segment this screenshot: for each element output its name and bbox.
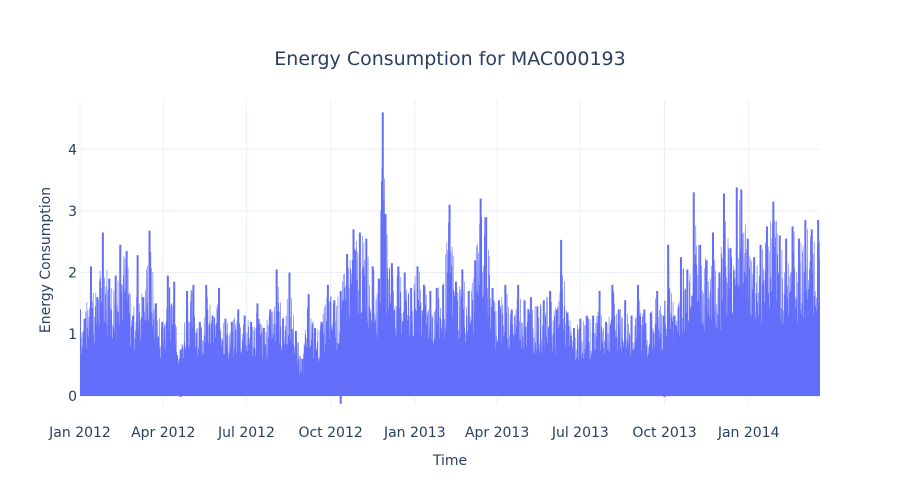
x-tick-label: Oct 2012 bbox=[298, 425, 362, 441]
y-axis-title: Energy Consumption bbox=[38, 187, 54, 333]
x-tick-label: Jan 2014 bbox=[717, 425, 780, 441]
x-tick-label: Jan 2012 bbox=[48, 425, 111, 441]
series-group bbox=[80, 112, 820, 404]
series-layer bbox=[80, 112, 820, 404]
y-tick-label: 1 bbox=[68, 327, 77, 343]
y-tick-label: 3 bbox=[68, 204, 77, 220]
x-tick-label: Oct 2013 bbox=[632, 425, 696, 441]
x-tick-label: Jan 2013 bbox=[383, 425, 446, 441]
x-tick-label: Jul 2013 bbox=[551, 425, 609, 441]
x-tick-label: Apr 2013 bbox=[465, 425, 529, 441]
tick-layer: Jan 2012 Apr 2012 Jul 2012 Oct 2012 Jan 2013… bbox=[48, 142, 779, 441]
y-tick-label: 2 bbox=[68, 266, 77, 282]
x-tick-label: Jul 2012 bbox=[217, 425, 275, 441]
x-tick-label: Apr 2012 bbox=[131, 425, 195, 441]
y-tick-label: 4 bbox=[68, 142, 77, 158]
y-tick-label: 0 bbox=[68, 389, 77, 405]
x-axis-title: Time bbox=[432, 453, 467, 469]
chart-title: Energy Consumption for MAC000193 bbox=[274, 48, 625, 70]
